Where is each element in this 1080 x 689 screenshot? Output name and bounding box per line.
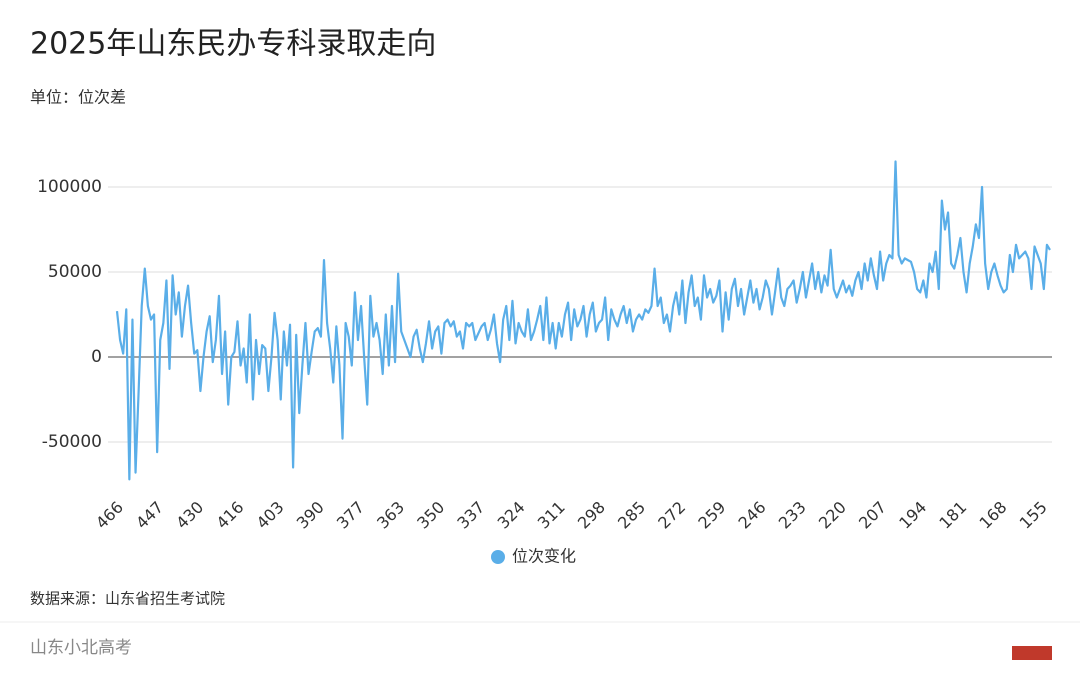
legend-marker (491, 550, 505, 564)
y-tick-label: -50000 (42, 432, 102, 452)
chart-title: 2025年山东民办专科录取走向 (30, 27, 436, 62)
footer: 山东小北高考 (30, 638, 132, 658)
line-series (115, 160, 1051, 481)
unit-label: 单位：位次差 (30, 88, 126, 107)
source: 数据来源：山东省招生考试院 (30, 590, 225, 608)
y-tick-label: 0 (91, 347, 102, 367)
y-tick-label: 100000 (37, 177, 102, 197)
logo (1012, 646, 1052, 660)
y-tick-label: 50000 (48, 262, 102, 282)
legend-label: 位次变化 (512, 547, 576, 566)
